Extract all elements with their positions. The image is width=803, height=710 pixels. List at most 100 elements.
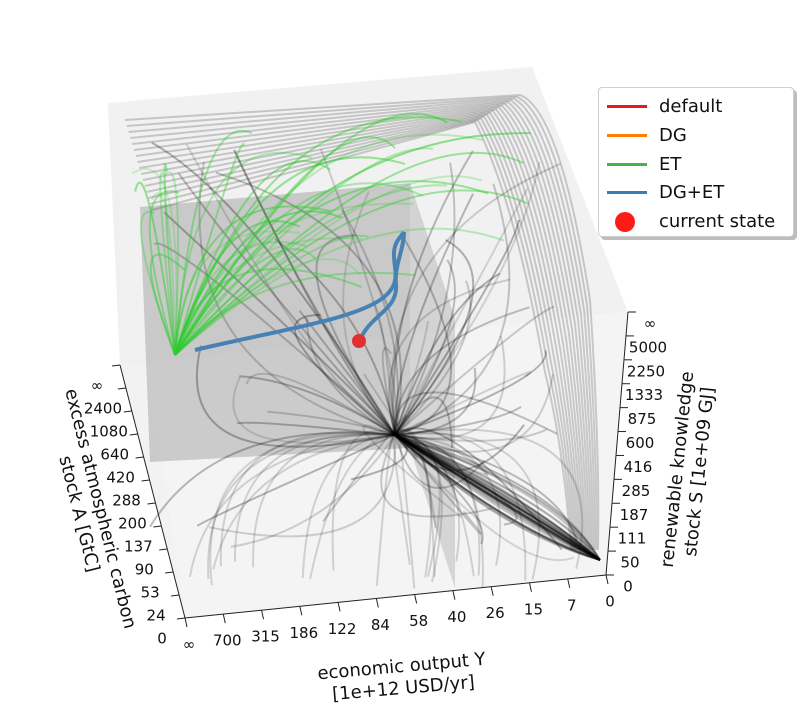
- flow-line: [393, 162, 601, 561]
- flow-line: [236, 421, 601, 561]
- flow-line: [393, 305, 601, 561]
- flow-line: [394, 428, 584, 569]
- et-flow-line: [174, 116, 463, 356]
- et-flow-line: [174, 147, 434, 356]
- flow-line: [185, 143, 396, 436]
- flow-line: [153, 242, 601, 561]
- et-flow-line: [174, 202, 414, 356]
- et-flow-line: [131, 167, 178, 356]
- y-axis-tick-label: 285: [622, 482, 651, 500]
- y-axis-tick-label: 600: [626, 434, 655, 452]
- z-axis-tick-label: 0: [157, 630, 167, 648]
- legend-line-dg-et: [607, 191, 647, 195]
- z-axis-tick-mark: [129, 433, 138, 436]
- et-flow-line: [134, 181, 176, 356]
- trajectory-dg-et-upper: [194, 230, 406, 352]
- flow-line: [245, 372, 601, 561]
- z-axis-tick-label: 137: [124, 538, 153, 556]
- flow-line: [209, 432, 396, 586]
- flow-line: [394, 434, 482, 535]
- flow-line: [215, 171, 601, 561]
- back-pane: [108, 67, 628, 365]
- flow-line: [135, 104, 589, 551]
- flow-line: [394, 272, 501, 436]
- flow-line: [212, 434, 396, 570]
- et-flow-line: [174, 268, 363, 356]
- flow-line: [233, 433, 396, 562]
- x-axis-line: [184, 574, 607, 619]
- x-axis-tick-mark: [567, 578, 571, 589]
- flow-line: [362, 424, 462, 518]
- flow-line: [198, 161, 601, 561]
- x-axis-tick-label: 700: [213, 632, 242, 650]
- z-axis-line: [119, 364, 186, 619]
- flow-line: [209, 433, 601, 561]
- flow-line: [392, 371, 601, 561]
- flow-line: [393, 306, 601, 561]
- et-flow-line: [163, 163, 176, 356]
- flow-line: [322, 415, 601, 561]
- flow-line: [234, 152, 396, 436]
- et-flow-line: [174, 258, 361, 356]
- legend-item-dg-et: DG+ET: [599, 178, 793, 207]
- flow-line: [315, 234, 396, 436]
- legend-line-et: [607, 162, 647, 166]
- legend-item-current-state: current state: [599, 207, 793, 236]
- z-axis-tick-mark: [171, 594, 180, 597]
- flow-line: [298, 310, 601, 561]
- et-flow-line: [159, 172, 176, 356]
- et-flow-line: [174, 151, 524, 356]
- flow-line: [146, 115, 578, 551]
- z-axis-tick-mark: [135, 456, 144, 459]
- y-axis-tick-label: 0: [623, 578, 633, 596]
- et-flow-line: [174, 271, 417, 356]
- z-axis-tick-label: 2400: [84, 400, 122, 418]
- flow-line: [233, 149, 601, 561]
- floor-pane: [120, 312, 628, 618]
- flow-line: [394, 373, 554, 453]
- x-axis-tick-label: 122: [328, 620, 357, 638]
- flow-line: [139, 108, 585, 551]
- legend-item-default: default: [599, 92, 793, 121]
- flow-line: [390, 162, 601, 561]
- z-axis-tick-mark: [111, 364, 121, 367]
- flow-line: [393, 391, 601, 561]
- flow-line: [394, 434, 601, 561]
- y-axis-tick-label: 50: [620, 554, 639, 572]
- z-axis-tick-label: 420: [106, 469, 135, 487]
- flow-line: [394, 434, 489, 476]
- flow-line: [394, 396, 454, 449]
- flow-line: [375, 430, 396, 587]
- et-flow-line: [174, 136, 396, 356]
- left-pane: [108, 103, 185, 618]
- y-axis-tick-label: 187: [620, 506, 649, 524]
- flow-line: [132, 101, 592, 551]
- et-flow-line: [174, 184, 447, 356]
- flow-line: [394, 429, 437, 529]
- flow-line: [128, 97, 596, 551]
- flow-line: [394, 434, 502, 566]
- legend-item-et: ET: [599, 150, 793, 179]
- et-flow-line: [174, 129, 253, 356]
- y-axis-line: [605, 311, 629, 576]
- et-flow-line: [174, 189, 528, 356]
- flow-line: [394, 219, 520, 436]
- flow-line: [394, 434, 481, 576]
- y-axis-tick-label: 2250: [627, 362, 665, 380]
- flow-line: [394, 433, 443, 583]
- y-axis-ticks: 0 50 111 187 285 416 600 875 1333 2250 5000 ∞: [606, 311, 667, 596]
- flow-line: [394, 424, 601, 561]
- z-axis-tick-mark: [123, 410, 132, 413]
- z-axis-tick-mark: [159, 548, 168, 551]
- et-flow-line: [174, 230, 301, 356]
- x-axis-tick-label: 315: [251, 628, 280, 646]
- flow-line: [393, 193, 601, 561]
- x-axis-tick-label: 40: [447, 608, 466, 626]
- y-axis-tick-label: 1333: [625, 386, 663, 404]
- flow-line: [381, 347, 601, 561]
- x-axis-tick-mark: [490, 586, 494, 596]
- et-flow-line: [174, 132, 531, 356]
- flow-line: [141, 110, 583, 551]
- legend: default DG ET DG+ET current state: [598, 87, 794, 237]
